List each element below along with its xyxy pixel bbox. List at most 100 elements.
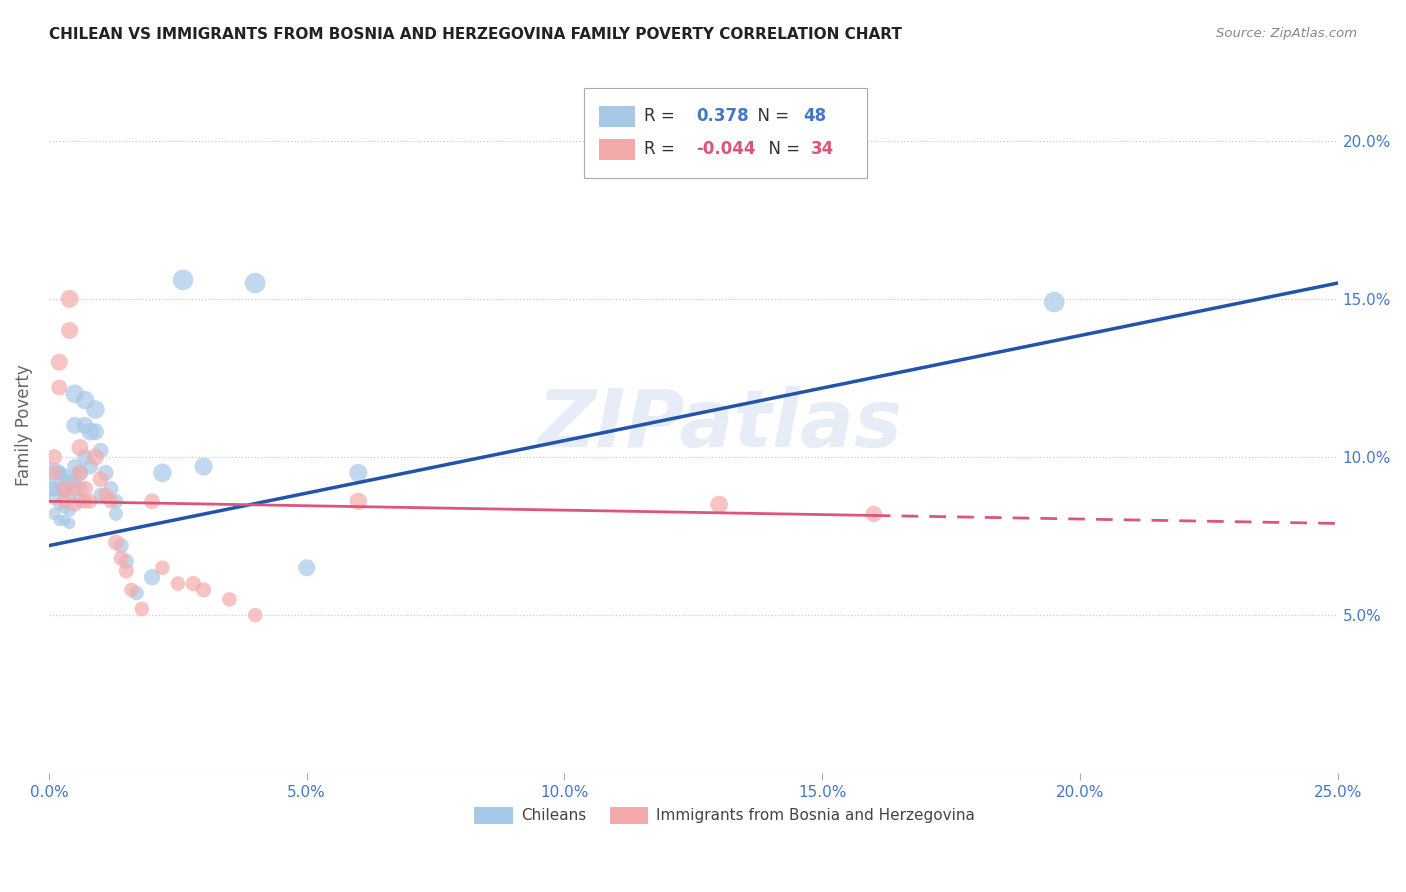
Point — [89, 488, 111, 502]
Point — [100, 494, 122, 508]
Point — [1043, 295, 1066, 310]
Point — [243, 276, 266, 290]
Point — [53, 513, 76, 527]
Text: 34: 34 — [811, 140, 834, 158]
Point — [115, 564, 138, 578]
Point — [120, 582, 142, 597]
Point — [193, 582, 215, 597]
Point — [104, 494, 127, 508]
Point — [48, 482, 70, 496]
Point — [42, 450, 65, 464]
Point — [58, 292, 80, 306]
Point — [131, 602, 153, 616]
Point — [347, 494, 370, 508]
Point — [100, 482, 122, 496]
Point — [79, 459, 101, 474]
Point — [42, 491, 65, 505]
Point — [69, 482, 91, 496]
Point — [243, 608, 266, 623]
Point — [347, 466, 370, 480]
Point — [79, 494, 101, 508]
Point — [63, 498, 86, 512]
Point — [53, 494, 76, 508]
FancyBboxPatch shape — [474, 806, 513, 824]
FancyBboxPatch shape — [599, 138, 636, 160]
Point — [63, 386, 86, 401]
Point — [58, 488, 80, 502]
Point — [53, 469, 76, 483]
Text: Source: ZipAtlas.com: Source: ZipAtlas.com — [1216, 27, 1357, 40]
Point — [125, 586, 148, 600]
Point — [73, 393, 96, 408]
Point — [707, 498, 730, 512]
Point — [48, 466, 70, 480]
Point — [94, 466, 117, 480]
Text: ZIPatlas: ZIPatlas — [537, 386, 901, 465]
Point — [84, 402, 107, 417]
Point — [73, 450, 96, 464]
Point — [218, 592, 240, 607]
Point — [53, 482, 76, 496]
Point — [110, 539, 132, 553]
Text: Immigrants from Bosnia and Herzegovina: Immigrants from Bosnia and Herzegovina — [657, 807, 974, 822]
Y-axis label: Family Poverty: Family Poverty — [15, 365, 32, 486]
Text: CHILEAN VS IMMIGRANTS FROM BOSNIA AND HERZEGOVINA FAMILY POVERTY CORRELATION CHA: CHILEAN VS IMMIGRANTS FROM BOSNIA AND HE… — [49, 27, 903, 42]
Text: N =: N = — [748, 107, 794, 126]
Point — [141, 570, 163, 584]
Point — [110, 551, 132, 566]
Point — [73, 494, 96, 508]
Point — [104, 535, 127, 549]
Point — [58, 504, 80, 518]
Point — [181, 576, 204, 591]
Point — [84, 425, 107, 439]
Point — [69, 494, 91, 508]
Text: 0.378: 0.378 — [696, 107, 748, 126]
Text: R =: R = — [644, 140, 681, 158]
Text: Chileans: Chileans — [520, 807, 586, 822]
Point — [84, 450, 107, 464]
Point — [42, 466, 65, 480]
Point — [69, 466, 91, 480]
Point — [41, 472, 63, 486]
Point — [63, 418, 86, 433]
Point — [53, 484, 76, 499]
Point — [104, 507, 127, 521]
Point — [48, 513, 70, 527]
Point — [115, 554, 138, 568]
Text: -0.044: -0.044 — [696, 140, 755, 158]
FancyBboxPatch shape — [610, 806, 648, 824]
Text: N =: N = — [758, 140, 806, 158]
Point — [53, 500, 76, 515]
Point — [48, 380, 70, 394]
Point — [141, 494, 163, 508]
Point — [166, 576, 188, 591]
Text: 48: 48 — [803, 107, 827, 126]
Point — [58, 516, 80, 531]
Point — [73, 482, 96, 496]
Text: R =: R = — [644, 107, 681, 126]
FancyBboxPatch shape — [583, 88, 868, 178]
Point — [48, 498, 70, 512]
Point — [94, 488, 117, 502]
Point — [193, 459, 215, 474]
Point — [42, 507, 65, 521]
Point — [172, 273, 194, 287]
Point — [150, 560, 173, 574]
Point — [48, 355, 70, 369]
Point — [862, 507, 884, 521]
Point — [42, 482, 65, 496]
Point — [295, 560, 318, 574]
Point — [58, 475, 80, 490]
Point — [63, 482, 86, 496]
Point — [73, 418, 96, 433]
Point — [150, 466, 173, 480]
Point — [89, 443, 111, 458]
Point — [63, 459, 86, 474]
Point — [759, 134, 782, 148]
Point — [79, 425, 101, 439]
Point — [69, 466, 91, 480]
Point — [89, 472, 111, 486]
FancyBboxPatch shape — [599, 106, 636, 127]
Point — [69, 441, 91, 455]
Point — [58, 324, 80, 338]
